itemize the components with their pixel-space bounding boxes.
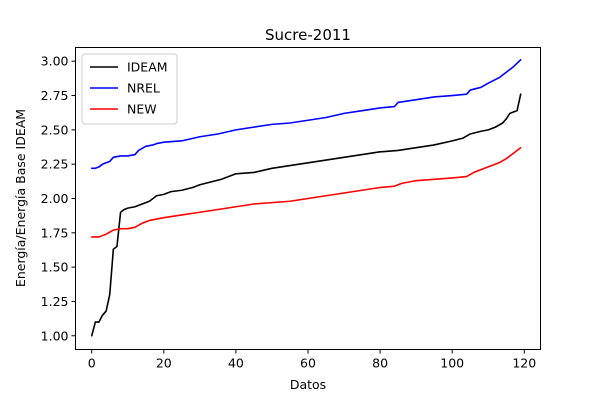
- x-tick-label: 120: [512, 356, 536, 371]
- x-tick-label: 20: [156, 356, 172, 371]
- x-tick-label: 40: [228, 356, 244, 371]
- series-line-new: [90, 146, 522, 238]
- y-tick-label: 3.00: [41, 54, 69, 69]
- legend-entry: NREL: [127, 81, 160, 96]
- chart-title: Sucre-2011: [265, 26, 351, 44]
- y-tick-label: 1.50: [41, 260, 69, 275]
- x-tick-label: 100: [440, 356, 464, 371]
- x-tick-label: 80: [372, 356, 388, 371]
- axis-ticks: 0 20 40 60 80 100 120 1.00 1.25 1.50 1.75 2.00 2.25 2…: [41, 54, 537, 371]
- series-line-nrel: [90, 59, 522, 170]
- x-tick-label: 60: [300, 356, 316, 371]
- series-lines: [90, 59, 522, 337]
- y-axis-label: Energía/Energía Base IDEAM: [13, 109, 28, 287]
- x-axis-label: Datos: [290, 377, 326, 392]
- series-line-ideam: [90, 93, 522, 337]
- y-tick-label: 1.25: [41, 294, 69, 309]
- y-tick-label: 2.75: [41, 88, 69, 103]
- legend: IDEAM NREL NEW: [81, 53, 178, 125]
- y-tick-label: 2.50: [41, 122, 69, 137]
- x-tick-label: 0: [88, 356, 96, 371]
- legend-entry: IDEAM: [127, 60, 168, 75]
- y-tick-label: 2.00: [41, 191, 69, 206]
- y-tick-label: 2.25: [41, 157, 69, 172]
- y-tick-label: 1.00: [41, 328, 69, 343]
- plot-frame: [75, 47, 541, 350]
- legend-box: [81, 53, 178, 125]
- legend-entry: NEW: [127, 102, 157, 117]
- y-tick-label: 1.75: [41, 225, 69, 240]
